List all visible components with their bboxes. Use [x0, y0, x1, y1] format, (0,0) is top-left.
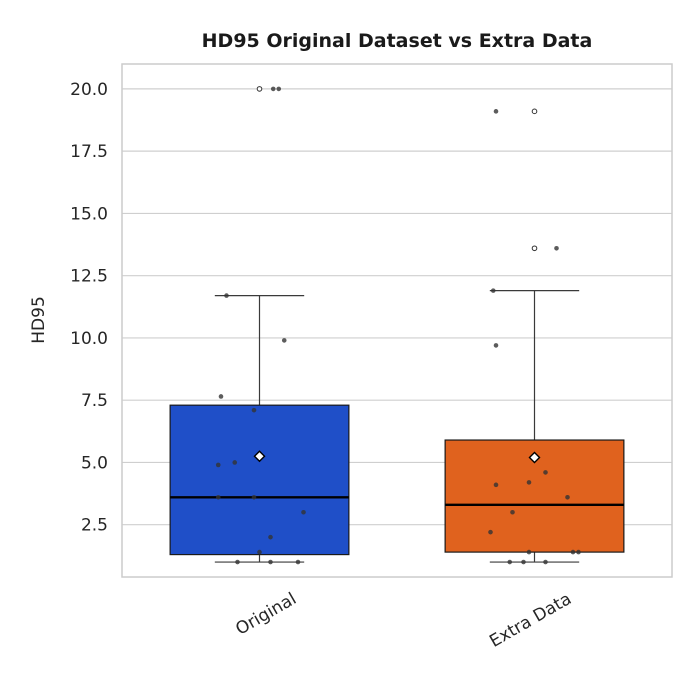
y-tick-label: 20.0 [70, 80, 108, 100]
data-point [488, 529, 493, 535]
data-point [510, 509, 515, 515]
box-group-extra-data [444, 290, 625, 563]
box-layer [169, 290, 625, 563]
data-point [507, 559, 513, 565]
data-point [235, 559, 240, 565]
data-point [268, 559, 273, 565]
data-point [251, 495, 257, 500]
data-point [276, 86, 282, 92]
y-axis-label: HD95 [29, 296, 49, 344]
point-layer [215, 86, 581, 565]
data-point [526, 549, 532, 555]
data-point [295, 559, 301, 565]
y-tick-label: 5.0 [81, 453, 108, 473]
y-tick-label: 17.5 [70, 142, 108, 162]
data-point [270, 86, 276, 92]
data-point [543, 470, 548, 475]
data-point [490, 288, 496, 293]
data-point [570, 549, 576, 555]
data-point [218, 394, 224, 399]
box-group-original [169, 294, 350, 563]
y-tick-labels: 2.5 5.0 7.5 10.0 12.5 15.0 17.5 20.0 [70, 80, 108, 536]
data-point [576, 549, 581, 555]
data-point [526, 480, 532, 485]
outlier-point [531, 245, 538, 252]
data-point [251, 407, 257, 413]
data-point [565, 495, 570, 500]
data-point [493, 343, 499, 348]
y-tick-label: 12.5 [70, 267, 108, 287]
data-point [215, 495, 221, 500]
data-point [554, 245, 559, 251]
data-point [301, 509, 306, 515]
data-point [493, 109, 499, 114]
data-point [224, 293, 229, 298]
data-point [257, 549, 262, 555]
y-tick-label: 10.0 [70, 329, 108, 349]
data-point [215, 462, 221, 468]
mean-marker [528, 451, 541, 464]
y-tick-label: 2.5 [81, 516, 108, 536]
data-point [281, 338, 287, 343]
y-tick-label: 7.5 [81, 391, 108, 411]
data-point [543, 559, 548, 565]
mean-marker [253, 450, 266, 463]
data-point [493, 482, 499, 488]
data-point [268, 534, 273, 540]
data-point [232, 460, 238, 465]
outlier-point [256, 86, 263, 92]
data-point [521, 559, 526, 565]
plot-frame [121, 63, 673, 578]
chart-title: HD95 Original Dataset vs Extra Data [202, 30, 593, 52]
y-tick-label: 15.0 [70, 204, 108, 224]
iqr-box [169, 404, 350, 556]
outlier-point [531, 108, 538, 115]
